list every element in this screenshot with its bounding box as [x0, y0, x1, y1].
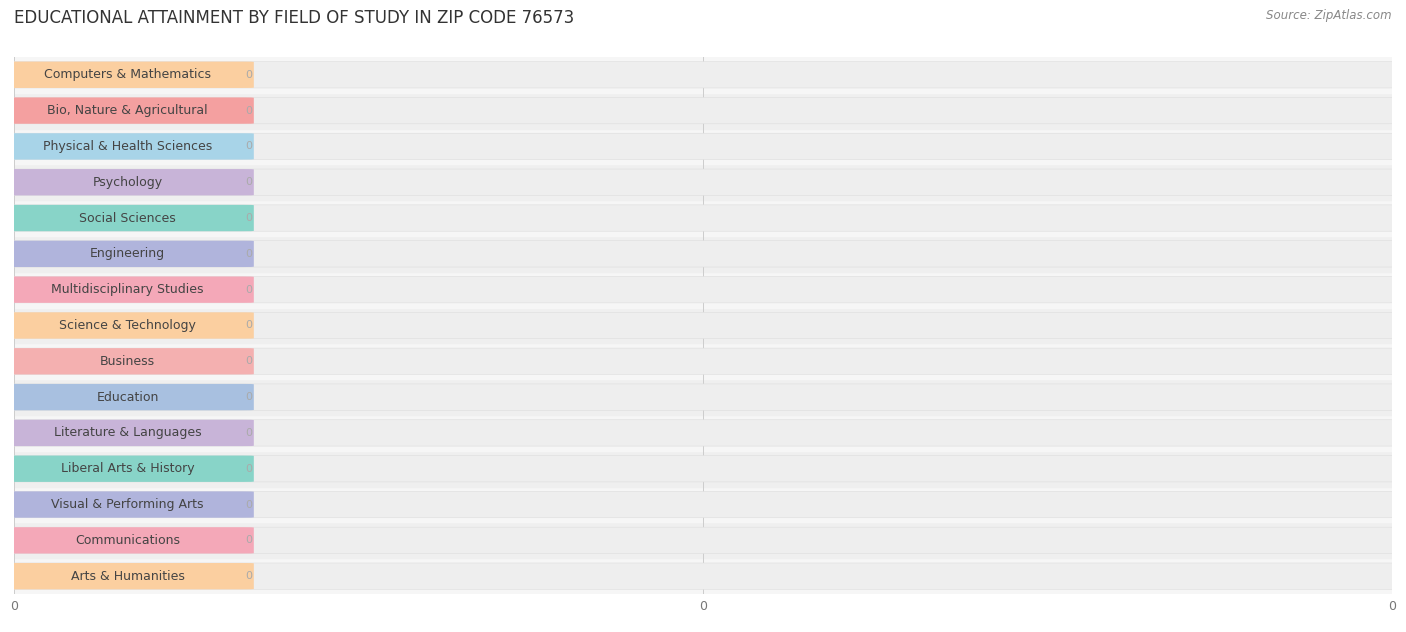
Bar: [14, 200, 1392, 236]
FancyBboxPatch shape: [4, 420, 254, 446]
FancyBboxPatch shape: [4, 276, 1400, 303]
Text: 0: 0: [246, 535, 253, 545]
Bar: [14, 487, 1392, 523]
Text: Visual & Performing Arts: Visual & Performing Arts: [52, 498, 204, 511]
Text: Multidisciplinary Studies: Multidisciplinary Studies: [52, 283, 204, 296]
Text: Psychology: Psychology: [93, 176, 163, 189]
Text: Source: ZipAtlas.com: Source: ZipAtlas.com: [1267, 9, 1392, 23]
FancyBboxPatch shape: [4, 169, 254, 195]
Bar: [14, 415, 1392, 451]
FancyBboxPatch shape: [4, 312, 254, 339]
Bar: [14, 93, 1392, 128]
Text: Engineering: Engineering: [90, 247, 166, 260]
Text: 0: 0: [246, 571, 253, 581]
Bar: [14, 558, 1392, 594]
Bar: [14, 523, 1392, 558]
Text: 0: 0: [246, 106, 253, 116]
FancyBboxPatch shape: [4, 61, 1400, 88]
Text: EDUCATIONAL ATTAINMENT BY FIELD OF STUDY IN ZIP CODE 76573: EDUCATIONAL ATTAINMENT BY FIELD OF STUDY…: [14, 9, 574, 27]
Bar: [14, 236, 1392, 272]
Text: Science & Technology: Science & Technology: [59, 319, 197, 332]
Text: Bio, Nature & Agricultural: Bio, Nature & Agricultural: [48, 104, 208, 117]
Text: 0: 0: [246, 320, 253, 331]
FancyBboxPatch shape: [4, 420, 1400, 446]
Text: Education: Education: [97, 391, 159, 404]
Text: Arts & Humanities: Arts & Humanities: [70, 569, 184, 583]
FancyBboxPatch shape: [4, 241, 254, 267]
Bar: [14, 272, 1392, 308]
Text: 0: 0: [246, 213, 253, 223]
FancyBboxPatch shape: [4, 456, 254, 482]
Text: 0: 0: [246, 249, 253, 259]
FancyBboxPatch shape: [4, 384, 254, 410]
Text: 0: 0: [246, 142, 253, 152]
Text: 0: 0: [246, 392, 253, 402]
Text: 0: 0: [246, 499, 253, 509]
Text: Communications: Communications: [76, 534, 180, 547]
FancyBboxPatch shape: [4, 348, 254, 375]
Text: 0: 0: [246, 70, 253, 80]
Text: Liberal Arts & History: Liberal Arts & History: [60, 462, 194, 475]
FancyBboxPatch shape: [4, 133, 254, 160]
Bar: [14, 451, 1392, 487]
FancyBboxPatch shape: [4, 61, 254, 88]
FancyBboxPatch shape: [4, 563, 254, 590]
FancyBboxPatch shape: [4, 491, 254, 518]
Text: Computers & Mathematics: Computers & Mathematics: [44, 68, 211, 82]
FancyBboxPatch shape: [4, 527, 1400, 554]
FancyBboxPatch shape: [4, 276, 254, 303]
FancyBboxPatch shape: [4, 456, 1400, 482]
Bar: [14, 164, 1392, 200]
Text: 0: 0: [246, 177, 253, 187]
FancyBboxPatch shape: [4, 205, 254, 231]
FancyBboxPatch shape: [4, 563, 1400, 590]
FancyBboxPatch shape: [4, 97, 1400, 124]
Text: 0: 0: [246, 356, 253, 367]
FancyBboxPatch shape: [4, 205, 1400, 231]
Bar: [14, 57, 1392, 93]
Bar: [14, 379, 1392, 415]
FancyBboxPatch shape: [4, 241, 1400, 267]
Text: Business: Business: [100, 355, 155, 368]
Text: Physical & Health Sciences: Physical & Health Sciences: [44, 140, 212, 153]
FancyBboxPatch shape: [4, 527, 254, 554]
Text: 0: 0: [246, 284, 253, 295]
Text: Literature & Languages: Literature & Languages: [53, 427, 201, 439]
Text: Social Sciences: Social Sciences: [79, 212, 176, 224]
FancyBboxPatch shape: [4, 384, 1400, 410]
Bar: [14, 128, 1392, 164]
FancyBboxPatch shape: [4, 133, 1400, 160]
FancyBboxPatch shape: [4, 97, 254, 124]
FancyBboxPatch shape: [4, 491, 1400, 518]
FancyBboxPatch shape: [4, 169, 1400, 195]
Bar: [14, 308, 1392, 343]
FancyBboxPatch shape: [4, 348, 1400, 375]
FancyBboxPatch shape: [4, 312, 1400, 339]
Text: 0: 0: [246, 464, 253, 474]
Bar: [14, 343, 1392, 379]
Text: 0: 0: [246, 428, 253, 438]
